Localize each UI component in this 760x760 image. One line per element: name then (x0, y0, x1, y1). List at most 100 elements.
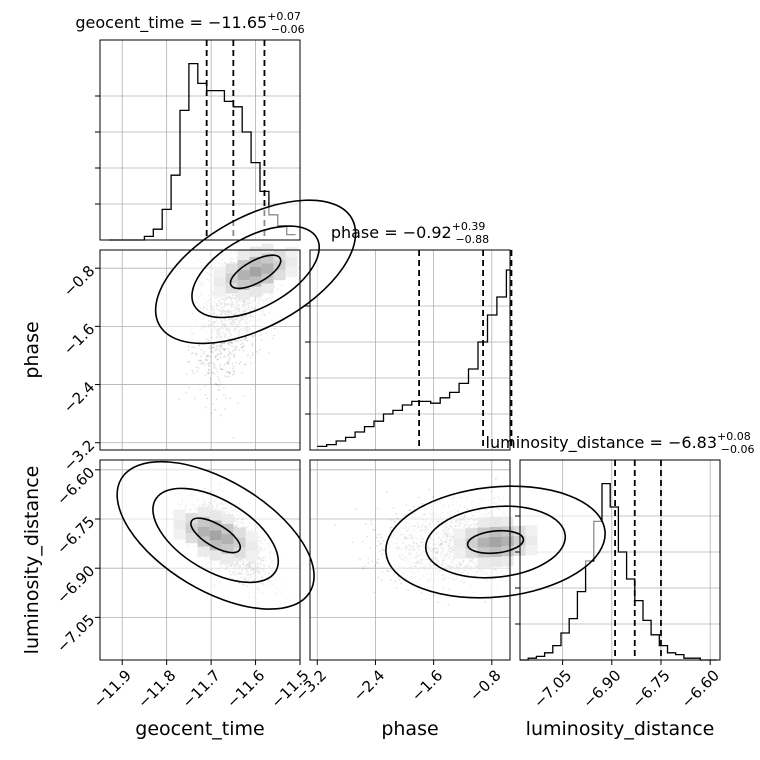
sample-point (389, 569, 392, 572)
sample-point (195, 353, 198, 356)
sample-point (200, 363, 203, 366)
contour-level (191, 225, 321, 319)
sample-point (365, 523, 367, 525)
sample-point (191, 346, 194, 349)
sample-point (209, 381, 212, 384)
sample-point (242, 338, 245, 341)
sample-point (204, 359, 207, 361)
sample-point (213, 363, 216, 366)
sample-point (227, 347, 230, 350)
sample-point (408, 509, 411, 512)
sample-point (206, 355, 209, 358)
sample-point (393, 520, 396, 523)
sample-point (398, 578, 401, 581)
sample-point (224, 363, 227, 366)
sample-point (375, 536, 378, 539)
sample-point (207, 365, 210, 368)
sample-point (371, 560, 374, 563)
sample-point (408, 509, 411, 512)
sample-point (222, 356, 225, 359)
sample-point (190, 352, 193, 355)
sample-point (212, 367, 215, 369)
sample-point (215, 344, 218, 347)
sample-point (217, 353, 220, 356)
sample-point (209, 355, 212, 358)
sample-point (223, 394, 225, 396)
sample-point (227, 342, 230, 345)
sample-point (215, 397, 218, 400)
sample-point (221, 342, 224, 345)
sample-point (229, 356, 232, 359)
sample-point (361, 540, 364, 543)
y-axis-label: luminosity_distance (21, 466, 43, 655)
sample-point (380, 536, 383, 539)
x-tick-label: −11.9 (90, 666, 135, 711)
sample-point (421, 502, 423, 505)
sample-point (220, 343, 223, 345)
sample-point (223, 375, 226, 377)
sample-point (215, 349, 217, 351)
sample-point (213, 372, 216, 375)
sample-point (428, 488, 430, 491)
sample-point (239, 361, 242, 364)
sample-point (391, 526, 393, 529)
sample-point (218, 344, 221, 347)
sample-point (215, 368, 218, 371)
panel-frame (309, 249, 511, 451)
sample-point (195, 352, 198, 355)
sample-point (234, 340, 237, 343)
sample-point (243, 395, 246, 397)
sample-point (393, 573, 396, 575)
sample-point (192, 372, 195, 375)
sample-point (220, 352, 223, 355)
sample-point (218, 380, 221, 383)
sample-point (187, 360, 190, 363)
sample-point (233, 370, 236, 373)
sample-point (218, 385, 220, 388)
x-tick-label: −0.8 (466, 666, 504, 704)
sample-point (251, 354, 254, 356)
sample-point (228, 371, 231, 374)
panel-frame (99, 39, 301, 241)
sample-point (193, 397, 196, 400)
sample-point (210, 347, 213, 350)
sample-point (187, 345, 190, 348)
sample-point (209, 378, 212, 381)
sample-point (241, 346, 243, 349)
plot-frames-layer (95, 39, 721, 665)
sample-point (231, 373, 234, 376)
x-tick-label: −11.7 (179, 666, 224, 711)
sample-point (362, 567, 364, 570)
sample-point (365, 535, 368, 538)
sample-point (227, 362, 229, 365)
sample-point (376, 507, 379, 510)
sample-point (389, 526, 392, 529)
sample-point (203, 385, 206, 388)
sample-point (377, 562, 379, 565)
title-text: phase = −0.92+0.39 −0.88 (331, 220, 489, 246)
sample-point (188, 386, 191, 389)
sample-point (211, 402, 214, 405)
sample-point (221, 368, 223, 371)
sample-point (228, 375, 231, 378)
histogram-phase (317, 269, 510, 448)
sample-point (216, 358, 219, 361)
sample-point (379, 533, 382, 536)
sample-point (232, 369, 235, 372)
sample-point (405, 504, 408, 506)
sample-point (382, 539, 385, 542)
sample-point (229, 397, 232, 400)
sample-point (221, 347, 224, 350)
sample-point (225, 397, 228, 399)
sample-point (265, 332, 268, 334)
sample-point (377, 558, 379, 561)
y-tick-label: −6.90 (53, 562, 98, 607)
sample-point (234, 349, 237, 352)
panel-frame (99, 459, 301, 661)
sample-point (204, 394, 207, 396)
sample-point (193, 346, 196, 349)
sample-point (387, 570, 390, 573)
sample-point (233, 353, 236, 356)
sample-point (407, 589, 409, 591)
